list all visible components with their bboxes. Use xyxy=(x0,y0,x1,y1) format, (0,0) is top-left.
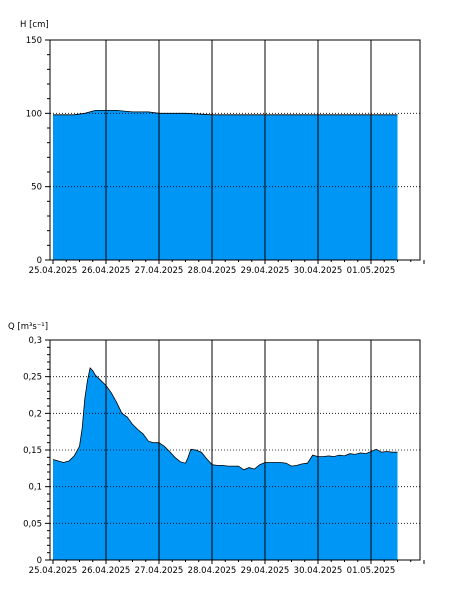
h-x-tick-label: 25.04.2025 xyxy=(29,266,78,276)
h-y-tick-label: 0 xyxy=(37,256,42,266)
h-series-area xyxy=(53,110,398,261)
q-y-tick-label: 0,3 xyxy=(28,336,42,346)
h-x-tick-label: 28.04.2025 xyxy=(188,266,237,276)
q-x-tick-label: 26.04.2025 xyxy=(82,566,131,576)
q-chart: 0 0,05 0,1 0,15 0,2 0,25 0,3 25.04.2025 26.04.20… xyxy=(23,336,425,576)
h-chart-ylabel: H [cm] xyxy=(20,20,49,30)
q-y-tick-label: 0,2 xyxy=(28,409,42,419)
q-x-tick-label: 27.04.2025 xyxy=(135,566,184,576)
q-x-tick-label: 25.04.2025 xyxy=(29,566,78,576)
h-x-tick-label: 26.04.2025 xyxy=(82,266,131,276)
h-x-tick-label: 29.04.2025 xyxy=(241,266,290,276)
q-y-tick-label: 0 xyxy=(37,556,42,566)
q-y-tick-label: 0,15 xyxy=(23,446,42,456)
h-x-tick-label: 30.04.2025 xyxy=(294,266,343,276)
q-x-tick-label: 01.05.2025 xyxy=(347,566,396,576)
q-y-tick-label: 0,1 xyxy=(28,483,42,493)
q-x-tick-label: 29.04.2025 xyxy=(241,566,290,576)
q-y-tick-label: 0,25 xyxy=(23,373,42,383)
q-y-tick-label: 0,05 xyxy=(23,519,42,529)
h-chart: 0 50 100 150 25.04.2025 26.04.2025 27.04.2025 2… xyxy=(26,36,425,276)
h-y-tick-label: 150 xyxy=(26,36,42,46)
q-x-tick-label: 30.04.2025 xyxy=(294,566,343,576)
q-x-tick-label: 28.04.2025 xyxy=(188,566,237,576)
q-chart-ylabel: Q [m³s⁻¹] xyxy=(8,322,48,332)
h-x-tick-label: 27.04.2025 xyxy=(135,266,184,276)
q-series-line xyxy=(52,367,398,471)
h-plot-frame xyxy=(49,39,421,261)
h-x-tick-label: 01.05.2025 xyxy=(347,266,396,276)
h-series-line xyxy=(53,110,398,116)
h-y-tick-label: 100 xyxy=(26,109,42,119)
h-y-tick-label: 50 xyxy=(31,183,42,193)
q-series-area xyxy=(53,367,398,560)
